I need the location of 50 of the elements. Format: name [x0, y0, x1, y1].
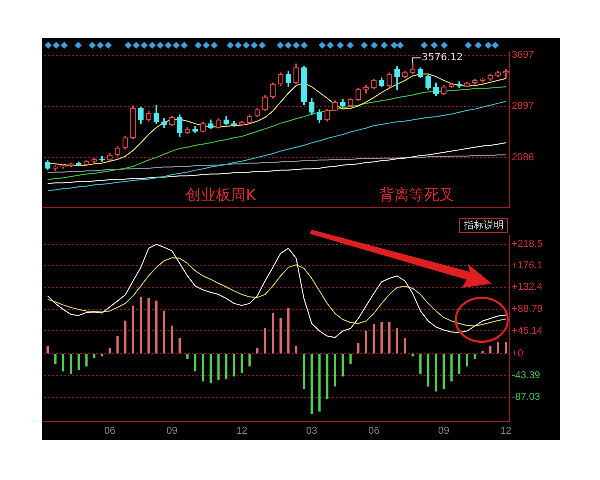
- bar: [70, 354, 72, 374]
- bar: [101, 354, 104, 357]
- bar: [148, 298, 150, 354]
- bar: [233, 354, 236, 377]
- bar: [334, 354, 336, 387]
- bar: [435, 354, 438, 392]
- y-tick-label: +218.5: [512, 239, 544, 250]
- x-tick-label: 12: [500, 426, 512, 437]
- annotation: 创业板周K: [186, 186, 258, 204]
- bar: [171, 326, 174, 354]
- bar: [248, 354, 251, 367]
- y-tick-label: 2086: [512, 152, 535, 164]
- x-tick-label: 09: [166, 426, 178, 437]
- x-tick-label: 06: [368, 426, 380, 437]
- y-tick-label: +45.14: [512, 326, 544, 337]
- y-tick-label: +88.79: [512, 304, 544, 316]
- y-tick-label: +176.1: [512, 260, 544, 272]
- bar: [288, 308, 290, 354]
- bar: [380, 322, 383, 354]
- annotation: 背离等死叉: [379, 186, 454, 204]
- x-tick-label: 12: [236, 426, 248, 437]
- bar: [420, 354, 422, 374]
- y-tick-label: -43.39: [512, 370, 541, 382]
- bar: [497, 342, 500, 354]
- bar: [404, 338, 406, 354]
- bar: [303, 354, 306, 390]
- y-tick-label: +0: [512, 348, 524, 360]
- bar: [132, 306, 134, 354]
- bar: [218, 354, 220, 380]
- bar: [318, 354, 321, 412]
- bar: [365, 330, 368, 354]
- x-tick-label: 09: [438, 426, 450, 437]
- bar: [86, 354, 88, 367]
- bar: [202, 354, 204, 382]
- bar: [186, 354, 189, 360]
- y-tick-label: +132.4: [512, 282, 544, 294]
- bar: [264, 328, 266, 354]
- bar: [482, 350, 484, 354]
- bar: [466, 354, 468, 367]
- bar: [116, 336, 119, 354]
- y-tick-label: -87.03: [512, 392, 541, 404]
- text: 指标说明: [463, 220, 504, 232]
- annotation: 3576.12: [422, 52, 464, 64]
- y-tick-label: 2897: [512, 101, 535, 112]
- bar: [54, 354, 57, 364]
- bar: [350, 354, 352, 364]
- x-tick-label: 03: [306, 426, 318, 437]
- y-tick-label: 3697: [512, 50, 535, 62]
- bar: [450, 354, 453, 382]
- x-tick-label: 06: [104, 426, 116, 437]
